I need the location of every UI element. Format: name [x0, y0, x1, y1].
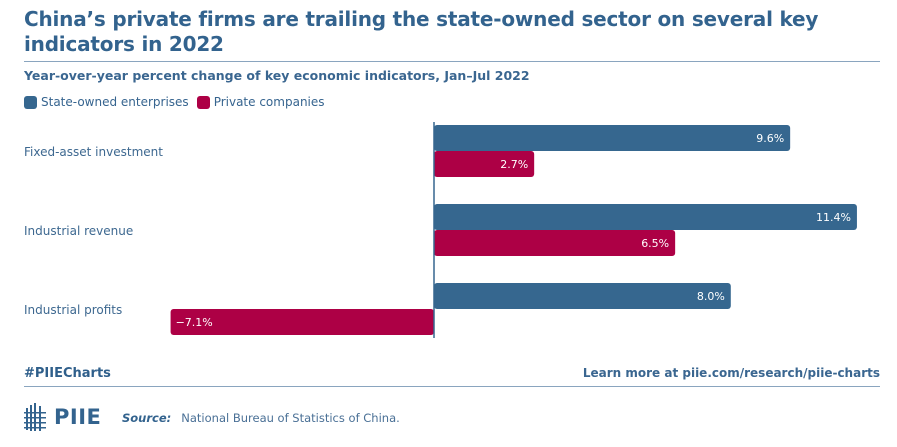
bar-private-companies-fixed-asset-investment [434, 151, 535, 177]
chart-subtitle: Year-over-year percent change of key eco… [24, 68, 530, 83]
hashtag: #PIIECharts [24, 366, 111, 381]
footer-divider [24, 386, 880, 387]
legend-swatch-private [196, 95, 210, 109]
data-label-state-owned-enterprises-industrial-revenue: 11.4% [816, 211, 851, 224]
legend-label: State-owned enterprises [41, 95, 189, 109]
source-note: Source: National Bureau of Statistics of … [122, 411, 400, 425]
logo-text: PIIE [54, 405, 102, 429]
source-label: Source: [122, 411, 172, 425]
category-label-industrial-revenue: Industrial revenue [24, 224, 134, 238]
data-label-state-owned-enterprises-fixed-asset-investment: 9.6% [756, 132, 784, 145]
bar-state-owned-enterprises-industrial-revenue [434, 204, 857, 230]
legend-item-state-owned: State-owned enterprises [24, 95, 189, 109]
title-divider [24, 61, 880, 62]
bar-state-owned-enterprises-fixed-asset-investment [434, 125, 791, 151]
data-label-state-owned-enterprises-industrial-profits: 8.0% [697, 290, 725, 303]
data-label-private-companies-industrial-profits: −7.1% [176, 316, 213, 329]
source-text: National Bureau of Statistics of China. [181, 411, 400, 425]
data-label-private-companies-industrial-revenue: 6.5% [641, 237, 669, 250]
legend-swatch-state-owned [24, 95, 37, 109]
bar-state-owned-enterprises-industrial-profits [434, 283, 731, 309]
legend-item-private: Private companies [196, 95, 325, 109]
data-label-private-companies-fixed-asset-investment: 2.7% [500, 158, 528, 171]
chart-title: China’s private firms are trailing the s… [24, 7, 819, 56]
bar-private-companies-industrial-profits [170, 309, 434, 335]
legend: State-owned enterprises Private companie… [24, 95, 333, 109]
bar-private-companies-industrial-revenue [434, 230, 676, 256]
piie-logo: PIIE [24, 402, 101, 432]
piie-building-icon [24, 403, 46, 431]
legend-label: Private companies [213, 95, 325, 109]
category-label-industrial-profits: Industrial profits [24, 303, 123, 317]
learn-more-link[interactable]: Learn more at piie.com/research/piie-cha… [582, 366, 880, 380]
category-label-fixed-asset-investment: Fixed-asset investment [24, 145, 163, 159]
